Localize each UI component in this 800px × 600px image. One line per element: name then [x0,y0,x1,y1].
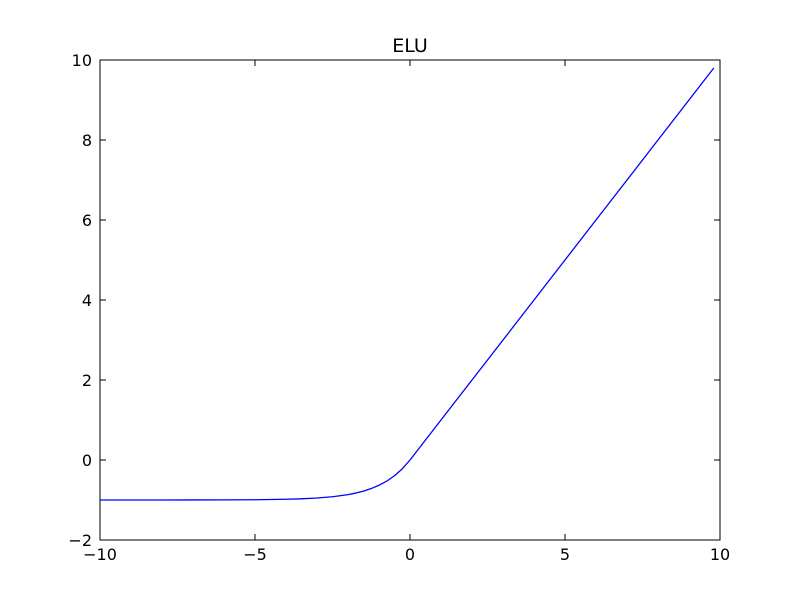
y-tick-label: 0 [82,451,92,470]
y-tick-label: 4 [82,291,92,310]
y-tick-label: −2 [68,531,92,550]
y-tick-label: 6 [82,211,92,230]
x-tick-label: 0 [405,545,415,564]
x-tick-label: 10 [710,545,730,564]
y-tick-label: 8 [82,131,92,150]
y-tick-label: 2 [82,371,92,390]
axis-ticks: −10 −5 0 5 10 −2 0 2 4 6 8 10 [68,51,730,564]
x-tick-label: −10 [83,545,117,564]
chart-title: ELU [392,35,428,57]
y-tick-label: 10 [72,51,92,70]
series-line-0 [100,67,715,501]
plot-marks [100,67,715,501]
x-tick-label: −5 [243,545,267,564]
x-tick-label: 5 [560,545,570,564]
